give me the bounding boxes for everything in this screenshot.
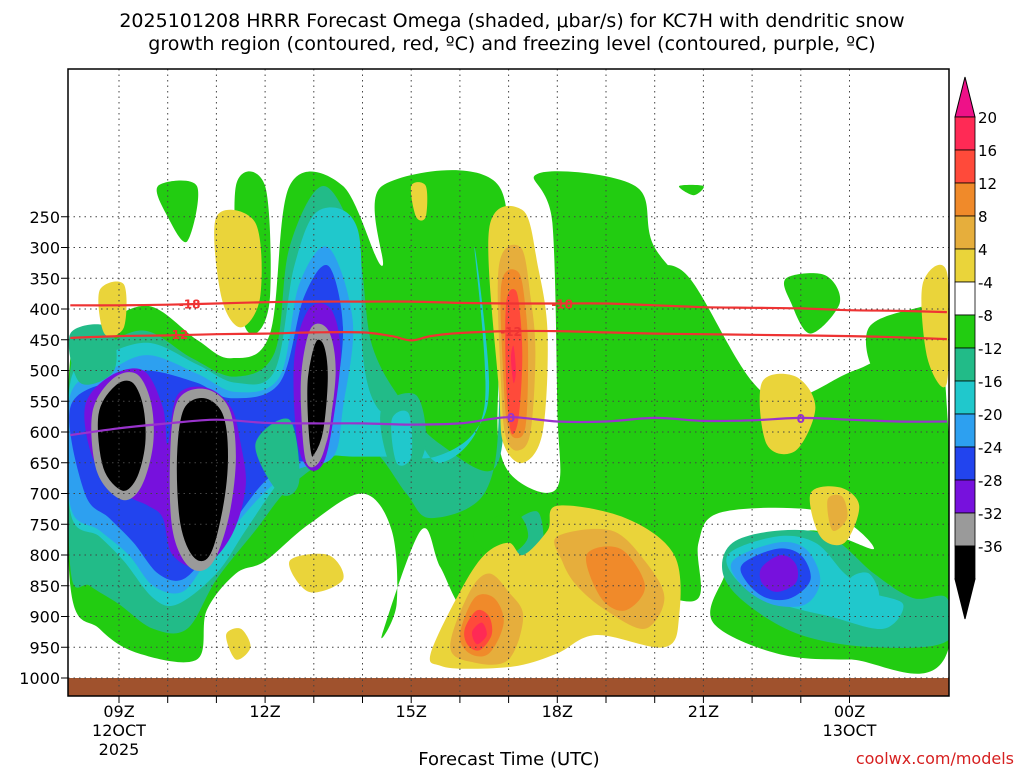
contour-line-2 [70,416,947,437]
colorbar-label-7: -12 [978,340,1003,358]
contour-label-0: -18 [179,297,201,311]
colorbar-label-12: -32 [978,505,1003,523]
y-tick-label-900: 900 [29,608,60,627]
y-tick-label-1000: 1000 [19,669,60,688]
colorbar-swatch-7 [954,347,976,382]
y-tick-label-400: 400 [29,300,60,319]
colorbar-bottom-arrow [954,578,976,620]
omega-region-27 [255,418,300,496]
y-tick-label-650: 650 [29,454,60,473]
y-tick-label-750: 750 [29,515,60,534]
colorbar-label-8: -16 [978,373,1003,391]
colorbar-swatch-1 [954,149,976,184]
omega-region-16 [783,273,841,334]
colorbar-swatch-5 [954,281,976,316]
omega-region-25 [473,511,529,556]
omega-region-23 [759,554,799,592]
colorbar-swatch-8 [954,380,976,415]
contour-line-1 [70,329,947,342]
x-tick-label-15: 15Z [396,702,427,721]
contour-lines [70,300,947,437]
omega-shading [68,170,949,674]
x-tick-label-12: 12Z [249,702,280,721]
colorbar-label-11: -28 [978,472,1003,490]
colorbar-label-1: 16 [978,142,997,160]
omega-region-35 [214,209,262,328]
omega-region-47 [585,546,646,611]
colorbar: 20 16 12 8 4 -4 -8 -12 -16 -20 -24 -28 -32 -36 [954,76,1003,620]
colorbar-swatch-11 [954,479,976,514]
y-tick-label-700: 700 [29,485,60,504]
colorbar-top-arrow [954,76,976,118]
omega-region-50 [471,622,487,645]
colorbar-swatch-9 [954,413,976,448]
y-tick-label-450: 450 [29,331,60,350]
omega-region-15 [156,180,199,243]
colorbar-label-6: -8 [978,307,993,325]
omega-region-36 [410,182,428,221]
omega-region-43 [921,264,949,388]
y-tick-label-600: 600 [29,423,60,442]
colorbar-swatch-12 [954,512,976,547]
x-axis-label: Forecast Time (UTC) [418,749,599,768]
grid-lines [68,69,949,696]
omega-region-26 [848,572,880,606]
omega-region-13 [68,324,117,385]
x-tick-label-24: 00Z [834,702,865,721]
omega-region-11 [170,391,235,568]
x-tick-label-18: 18Z [542,702,573,721]
ground-surface [68,678,949,696]
colorbar-swatch-2 [954,182,976,217]
contour-label-2: -12 [167,328,189,342]
colorbar-label-13: -36 [978,538,1003,556]
y-tick-label-300: 300 [29,239,60,258]
omega-region-38 [759,373,816,455]
contour-label-3: -12 [500,325,522,339]
omega-region-42 [289,553,344,593]
x-tick-label-21: 21Z [688,702,719,721]
x-tick-label-9: 09Z [103,702,134,721]
y-tick-label-550: 550 [29,392,60,411]
colorbar-swatch-6 [954,314,976,349]
colorbar-label-5: -4 [978,274,993,292]
omega-region-40 [827,494,848,531]
contour-label-4: 0 [507,411,515,425]
y-tick-label-850: 850 [29,577,60,596]
colorbar-label-3: 8 [978,208,988,226]
colorbar-label-4: 4 [978,241,988,259]
contour-labels: -18 -18 -12 -12 0 0 [167,297,805,426]
y-tick-label-350: 350 [29,269,60,288]
colorbar-label-2: 12 [978,175,997,193]
omega-region-34 [511,345,516,384]
x-tick-date-9: 12OCT [92,721,146,740]
colorbar-label-9: -20 [978,406,1003,424]
chart-title-line-1: 2025101208 HRRR Forecast Omega (shaded, … [119,10,904,32]
colorbar-swatch-0 [954,116,976,151]
colorbar-swatch-3 [954,215,976,250]
y-axis: 250 300 350 400 450 500 550 600 650 700 750 800 850 9… [19,208,68,688]
chart-title-line-2: growth region (contoured, red, ºC) and f… [148,33,875,55]
contour-line-0 [70,300,947,314]
colorbar-label-0: 20 [978,109,997,127]
x-tick-date-24: 13OCT [823,721,877,740]
credit-text: coolwx.com/models [856,749,1014,768]
contour-label-1: -18 [551,297,573,311]
y-tick-label-950: 950 [29,638,60,657]
x-tick-year-9: 2025 [99,740,140,759]
omega-region-17 [678,184,704,196]
colorbar-swatch-4 [954,248,976,283]
y-tick-label-500: 500 [29,362,60,381]
omega-region-10 [91,374,152,497]
contour-label-5: 0 [797,412,805,426]
colorbar-swatch-10 [954,446,976,481]
colorbar-label-10: -24 [978,439,1003,457]
y-tick-label-800: 800 [29,546,60,565]
y-tick-label-250: 250 [29,208,60,227]
omega-region-41 [226,628,251,660]
colorbar-swatch-13 [954,545,976,580]
